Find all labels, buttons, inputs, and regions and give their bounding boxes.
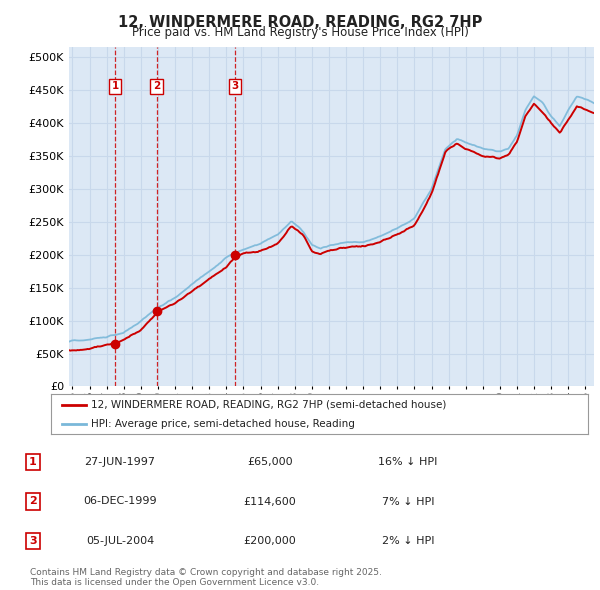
Text: 3: 3 [29, 536, 37, 546]
Text: 27-JUN-1997: 27-JUN-1997 [85, 457, 155, 467]
Text: £65,000: £65,000 [247, 457, 293, 467]
Text: 1: 1 [112, 81, 119, 91]
Text: 2: 2 [153, 81, 160, 91]
Text: Price paid vs. HM Land Registry's House Price Index (HPI): Price paid vs. HM Land Registry's House … [131, 26, 469, 39]
Text: 2: 2 [29, 497, 37, 506]
Text: 7% ↓ HPI: 7% ↓ HPI [382, 497, 434, 506]
Text: 06-DEC-1999: 06-DEC-1999 [83, 497, 157, 506]
Text: £200,000: £200,000 [244, 536, 296, 546]
Text: 2% ↓ HPI: 2% ↓ HPI [382, 536, 434, 546]
Text: 12, WINDERMERE ROAD, READING, RG2 7HP: 12, WINDERMERE ROAD, READING, RG2 7HP [118, 15, 482, 30]
Text: 3: 3 [232, 81, 239, 91]
Text: Contains HM Land Registry data © Crown copyright and database right 2025.
This d: Contains HM Land Registry data © Crown c… [30, 568, 382, 587]
Text: £114,600: £114,600 [244, 497, 296, 506]
Text: 1: 1 [29, 457, 37, 467]
Text: 16% ↓ HPI: 16% ↓ HPI [379, 457, 437, 467]
Text: 12, WINDERMERE ROAD, READING, RG2 7HP (semi-detached house): 12, WINDERMERE ROAD, READING, RG2 7HP (s… [91, 400, 446, 410]
Text: 05-JUL-2004: 05-JUL-2004 [86, 536, 154, 546]
Text: HPI: Average price, semi-detached house, Reading: HPI: Average price, semi-detached house,… [91, 419, 355, 428]
